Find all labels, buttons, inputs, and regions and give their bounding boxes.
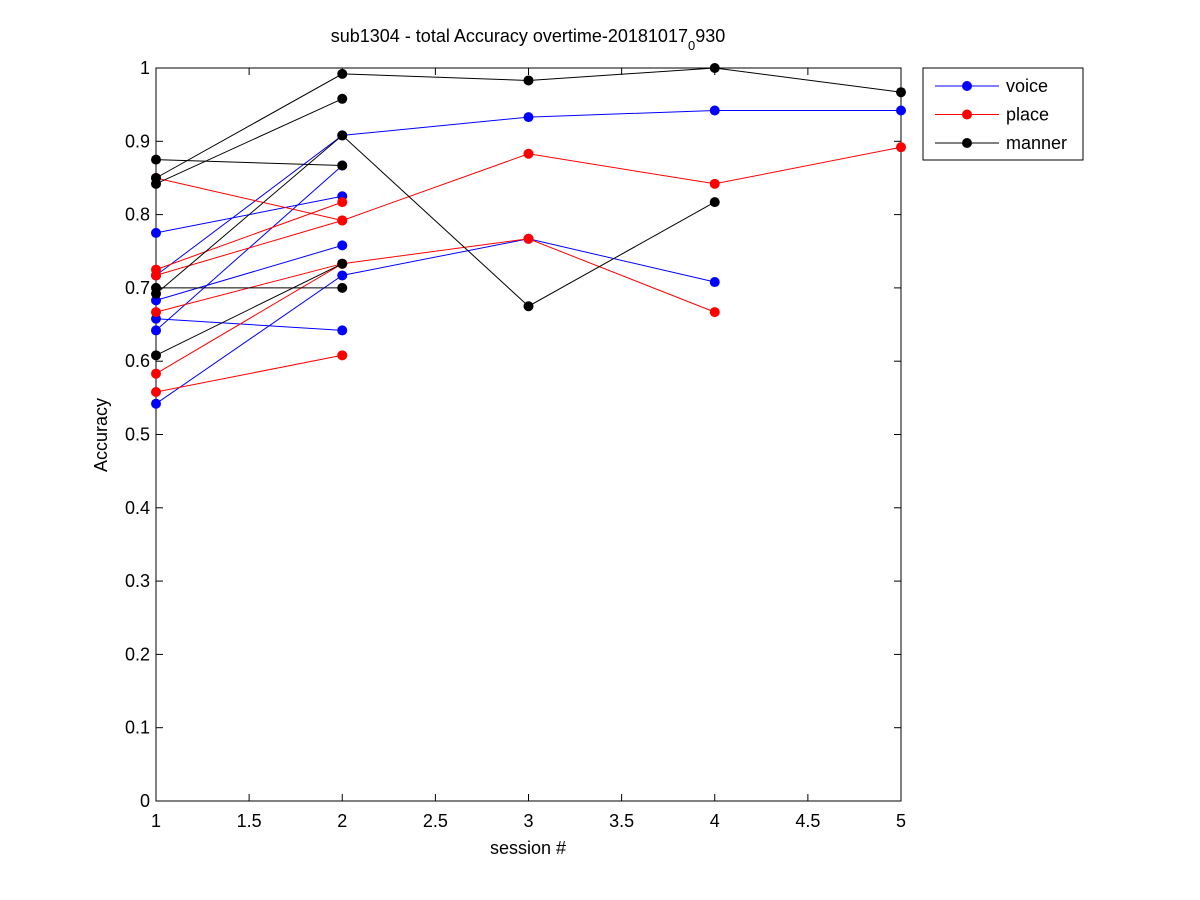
series-line-manner <box>155 134 716 307</box>
y-tick-label: 0.7 <box>125 278 150 298</box>
series-line-manner <box>155 263 343 356</box>
series-manner <box>151 63 906 183</box>
y-tick-label: 0.2 <box>125 644 150 664</box>
legend-box <box>922 67 1084 161</box>
data-point-place <box>709 307 720 318</box>
data-point-manner <box>896 87 906 98</box>
data-point-voice <box>337 270 348 281</box>
x-tick-label: 1.5 <box>237 811 262 831</box>
y-tick-label: 0.1 <box>125 718 150 738</box>
x-tick-label: 2.5 <box>423 811 448 831</box>
data-point-place <box>523 148 534 159</box>
data-point-place <box>151 386 161 397</box>
data-point-manner <box>523 301 534 312</box>
title-main: sub1304 - total Accuracy overtime-201810… <box>331 26 688 46</box>
chart-title: sub1304 - total Accuracy overtime-201810… <box>331 26 726 53</box>
data-point-voice <box>151 227 161 238</box>
data-point-manner <box>337 258 348 269</box>
data-point-manner <box>151 172 161 183</box>
data-point-manner <box>337 130 348 141</box>
data-point-manner <box>337 160 348 171</box>
series-line-manner <box>155 98 343 185</box>
series-manner <box>151 258 348 361</box>
x-tick-label: 3.5 <box>609 811 634 831</box>
y-tick-label: 0.6 <box>125 351 150 371</box>
data-point-place <box>337 215 348 226</box>
data-point-voice <box>709 105 720 116</box>
y-tick-label: 0.5 <box>125 425 150 445</box>
data-point-manner <box>151 288 161 299</box>
data-point-voice <box>709 277 720 288</box>
y-axis: 0 0.1 0.2 0.3 0.4 0.5 0.6 0.7 0.8 0.9 1 <box>125 58 901 811</box>
x-tick-label: 4.5 <box>795 811 820 831</box>
data-point-manner <box>709 63 720 73</box>
title-subscript: 0 <box>688 38 695 53</box>
data-point-manner <box>337 68 348 79</box>
data-point-voice <box>523 112 534 123</box>
data-point-manner <box>151 154 161 165</box>
legend-label-place: place <box>1006 105 1049 125</box>
y-tick-label: 1 <box>140 58 150 78</box>
series-line-voice <box>155 244 343 301</box>
x-tick-label: 5 <box>896 811 906 831</box>
data-point-place <box>337 350 348 361</box>
x-tick-label: 1 <box>151 811 161 831</box>
plot-area <box>155 67 902 802</box>
legend-label-voice: voice <box>1006 76 1048 96</box>
data-point-voice <box>896 105 906 116</box>
data-point-place <box>151 368 161 379</box>
x-axis: 1 1.5 2 2.5 3 3.5 4 4.5 5 <box>151 68 906 831</box>
series-layer <box>151 63 906 409</box>
y-tick-label: 0.9 <box>125 131 150 151</box>
series-line-place <box>155 354 343 393</box>
x-tick-label: 3 <box>523 811 533 831</box>
data-point-place <box>709 178 720 189</box>
legend-marker-manner <box>962 138 972 148</box>
series-line-voice <box>155 318 343 331</box>
data-point-voice <box>337 325 348 336</box>
data-point-manner <box>151 350 161 361</box>
data-point-manner <box>337 93 348 104</box>
series-place <box>151 197 348 275</box>
y-axis-label: Accuracy <box>91 398 111 472</box>
series-place <box>151 142 906 281</box>
y-tick-label: 0.3 <box>125 571 150 591</box>
data-point-voice <box>151 325 161 336</box>
data-point-place <box>896 142 906 153</box>
x-axis-label: session # <box>490 838 566 858</box>
data-point-place <box>523 233 534 244</box>
title-tail: 930 <box>695 26 725 46</box>
x-tick-label: 2 <box>337 811 347 831</box>
y-tick-label: 0 <box>140 791 150 811</box>
legend-marker-voice <box>962 81 972 91</box>
data-point-manner <box>337 282 348 293</box>
data-point-voice <box>337 240 348 251</box>
y-tick-label: 0.4 <box>125 498 150 518</box>
series-line-place <box>155 201 343 271</box>
legend-marker-place <box>962 109 972 120</box>
series-place <box>151 350 348 397</box>
data-point-place <box>151 270 161 281</box>
data-point-manner <box>709 197 720 208</box>
y-tick-label: 0.8 <box>125 205 150 225</box>
series-line-place <box>155 238 715 375</box>
legend-label-manner: manner <box>1006 133 1067 153</box>
series-line-voice <box>155 238 715 405</box>
legend: voice place manner <box>922 67 1084 161</box>
data-point-manner <box>523 75 534 86</box>
series-manner <box>151 130 720 312</box>
x-tick-label: 4 <box>710 811 720 831</box>
data-point-place <box>151 307 161 318</box>
data-point-voice <box>151 398 161 409</box>
data-point-place <box>337 197 348 208</box>
